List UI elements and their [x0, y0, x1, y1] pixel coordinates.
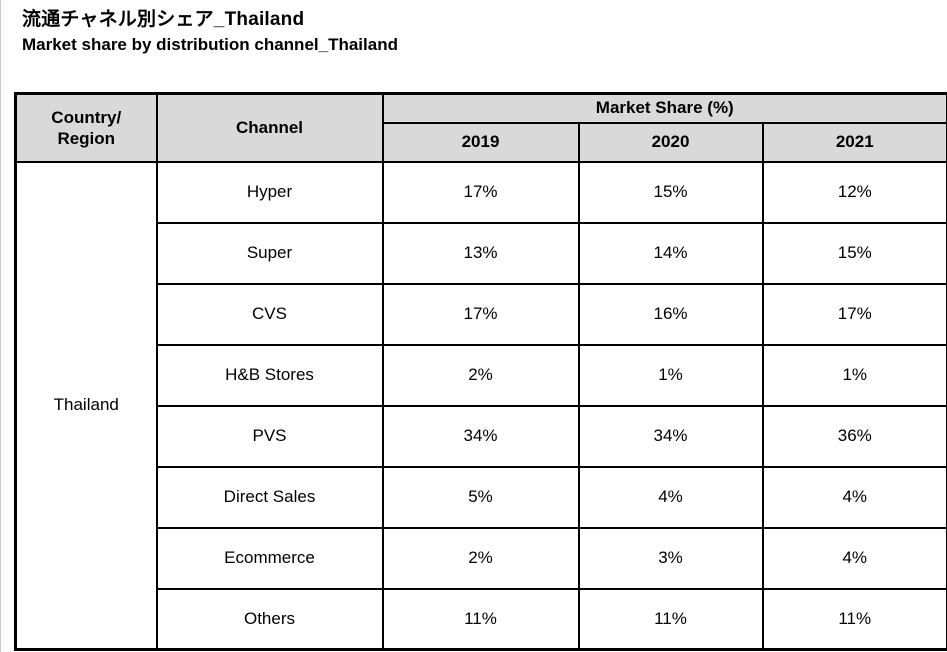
value-cell: 4%	[761, 526, 947, 590]
value-cell: 2%	[381, 526, 580, 590]
market-share-table: Country/ Region Channel Market Share (%)…	[14, 92, 947, 651]
table-row-hb-stores: H&B Stores 2% 1% 1%	[16, 343, 947, 407]
value-cell: 15%	[577, 160, 764, 224]
value-cell: 11%	[381, 587, 580, 651]
value-cell: 13%	[381, 221, 580, 285]
channel-cell: Hyper	[155, 160, 384, 224]
channel-cell: PVS	[155, 404, 384, 468]
header-channel: Channel	[155, 92, 384, 163]
table-row-cvs: CVS 17% 16% 17%	[16, 282, 947, 346]
page-subtitle: Market share by distribution channel_Tha…	[22, 35, 398, 54]
value-cell: 1%	[577, 343, 764, 407]
value-cell: 17%	[381, 282, 580, 346]
table-row-direct-sales: Direct Sales 5% 4% 4%	[16, 465, 947, 529]
value-cell: 11%	[761, 587, 947, 651]
channel-cell: Super	[155, 221, 384, 285]
country-cell: Thailand	[14, 160, 158, 651]
value-cell: 5%	[381, 465, 580, 529]
header-row-2: 2019 2020 2021	[16, 121, 947, 163]
header-year-2021: 2021	[761, 121, 947, 163]
header-country-region-line1: Country/	[51, 107, 122, 127]
value-cell: 4%	[577, 465, 764, 529]
value-cell: 34%	[381, 404, 580, 468]
channel-cell: Direct Sales	[155, 465, 384, 529]
channel-cell: H&B Stores	[155, 343, 384, 407]
value-cell: 12%	[761, 160, 947, 224]
value-cell: 1%	[761, 343, 947, 407]
channel-cell: CVS	[155, 282, 384, 346]
header-row-1: Country/ Region Channel Market Share (%)	[14, 92, 947, 163]
header-year-2019: 2019	[381, 121, 580, 163]
header-market-share: Market Share (%)	[381, 92, 947, 124]
value-cell: 17%	[381, 160, 580, 224]
header-country-region-line2: Region	[57, 128, 116, 148]
header-year-2020: 2020	[577, 121, 764, 163]
value-cell: 17%	[761, 282, 947, 346]
page-title: 流通チャネル別シェア_Thailand	[22, 9, 305, 30]
value-cell: 4%	[761, 465, 947, 529]
table-row-others: Others 11% 11% 11%	[16, 587, 947, 651]
table-row-hyper: Thailand Hyper 17% 15% 12%	[14, 160, 947, 651]
channel-cell: Ecommerce	[155, 526, 384, 590]
channel-cell: Others	[155, 587, 384, 651]
value-cell: 11%	[577, 587, 764, 651]
value-cell: 2%	[381, 343, 580, 407]
value-cell: 15%	[761, 221, 947, 285]
table-row-ecommerce: Ecommerce 2% 3% 4%	[16, 526, 947, 590]
table-row-pvs: PVS 34% 34% 36%	[16, 404, 947, 468]
left-edge-line	[0, 0, 1, 652]
value-cell: 3%	[577, 526, 764, 590]
value-cell: 16%	[577, 282, 764, 346]
table-row-super: Super 13% 14% 15%	[16, 221, 947, 285]
header-country-region: Country/ Region	[14, 92, 158, 163]
value-cell: 14%	[577, 221, 764, 285]
value-cell: 36%	[761, 404, 947, 468]
value-cell: 34%	[577, 404, 764, 468]
